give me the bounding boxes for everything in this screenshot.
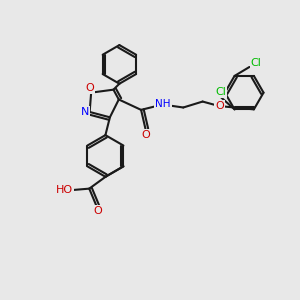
Text: O: O — [85, 83, 94, 93]
Text: HO: HO — [56, 185, 74, 195]
Text: Cl: Cl — [250, 58, 261, 68]
Text: N: N — [81, 107, 89, 117]
Text: O: O — [215, 101, 224, 111]
Text: O: O — [94, 206, 103, 216]
Text: NH: NH — [155, 99, 171, 109]
Text: O: O — [141, 130, 150, 140]
Text: Cl: Cl — [215, 87, 226, 97]
